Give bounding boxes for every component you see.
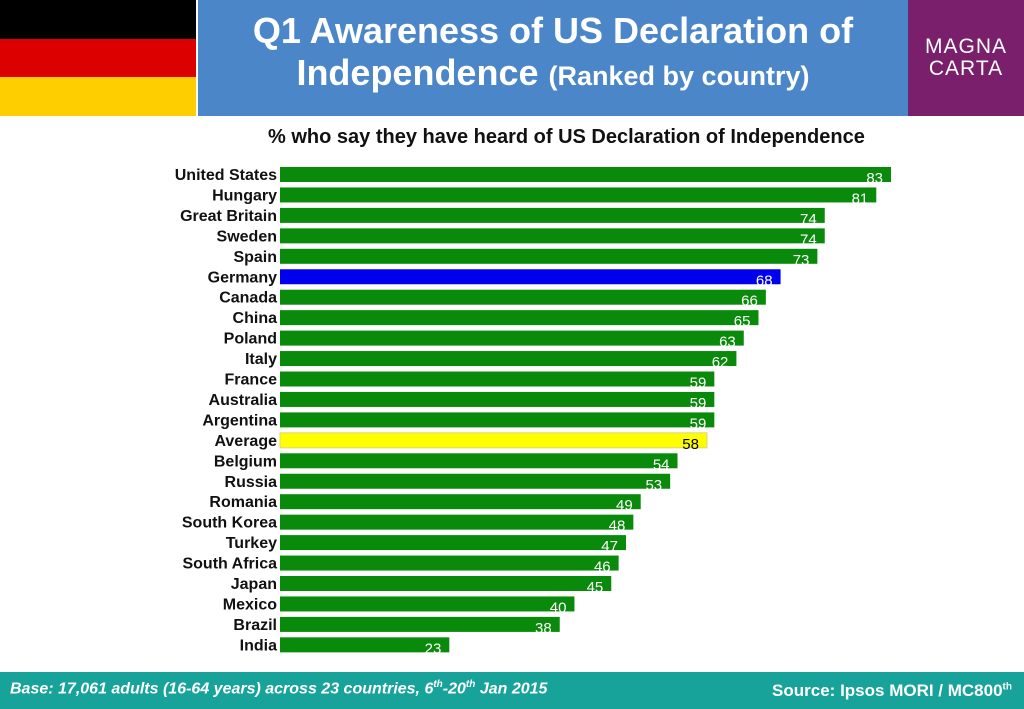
title-sub: (Ranked by country): [548, 61, 810, 91]
value-label: 63: [719, 334, 736, 351]
category-label: Germany: [208, 269, 277, 286]
value-label: 23: [425, 640, 442, 657]
bar: [279, 432, 708, 449]
value-label: 81: [852, 190, 869, 207]
value-label: 59: [690, 415, 707, 432]
base-sup-1: th: [433, 679, 443, 690]
base-note: Base: 17,061 adults (16-64 years) across…: [10, 679, 547, 698]
bar: [280, 494, 641, 510]
bar: [280, 453, 678, 469]
source-sup: th: [1002, 681, 1012, 693]
base-prefix: Base: 17,061 adults (16-64 years) across…: [10, 680, 434, 698]
chart-title: % who say they have heard of US Declarat…: [268, 126, 865, 148]
category-label: Russia: [225, 474, 278, 491]
title-line-2: Independence (Ranked by country): [198, 52, 908, 97]
value-label: 73: [793, 252, 810, 269]
value-label: 68: [756, 272, 773, 289]
category-label: China: [233, 310, 278, 327]
value-label: 62: [712, 354, 729, 371]
footer-bar: Base: 17,061 adults (16-64 years) across…: [0, 672, 1024, 709]
value-label: 38: [535, 620, 552, 637]
bar: [280, 167, 891, 182]
bar-chart: United States 83 Hungary 81 Great Britain 74 S…: [175, 167, 891, 657]
category-label: Hungary: [212, 187, 277, 204]
bar: [280, 310, 759, 326]
category-label: Turkey: [226, 535, 277, 552]
category-label: Mexico: [223, 596, 277, 613]
category-label: South Korea: [182, 515, 277, 532]
title-main: Independence: [296, 52, 539, 93]
category-label: Romania: [209, 494, 277, 511]
category-label: Brazil: [233, 617, 277, 634]
category-label: Average: [214, 433, 277, 450]
value-label: 58: [682, 436, 699, 453]
category-label: Australia: [209, 392, 278, 409]
value-label: 46: [594, 559, 611, 576]
value-label: 83: [866, 170, 883, 187]
bar: [280, 351, 737, 367]
bar: [280, 535, 626, 551]
title-banner: Q1 Awareness of US Declaration of Indepe…: [198, 0, 908, 116]
source-note: Source: Ipsos MORI / MC800th: [772, 681, 1012, 701]
value-label: 65: [734, 313, 751, 330]
value-label: 47: [601, 538, 618, 555]
category-label: Argentina: [202, 412, 277, 429]
bar: [280, 637, 450, 653]
bar: [280, 248, 818, 264]
title-line-1: Q1 Awareness of US Declaration of: [252, 10, 854, 51]
category-label: Great Britain: [180, 208, 277, 225]
bar: [280, 473, 671, 489]
value-label: 53: [645, 477, 662, 494]
value-label: 66: [741, 293, 758, 310]
bar: [280, 616, 560, 632]
germany-flag: [0, 0, 196, 116]
value-label: 59: [690, 395, 707, 412]
category-label: South Africa: [182, 556, 277, 573]
bar: [280, 330, 744, 346]
value-label: 40: [550, 599, 567, 616]
value-label: 54: [653, 456, 670, 473]
category-label: Belgium: [214, 453, 277, 470]
value-label: 74: [800, 211, 817, 228]
bar: [280, 555, 619, 571]
magna-carta-logo: MAGNA CARTA: [908, 0, 1024, 116]
bar: [280, 289, 766, 305]
category-label: Italy: [245, 351, 277, 368]
value-label: 59: [690, 375, 707, 392]
category-label: Sweden: [217, 228, 277, 245]
value-label: 48: [609, 518, 626, 535]
logo-line-2: CARTA: [928, 57, 1004, 80]
source-text: Source: Ipsos MORI / MC800: [772, 681, 1003, 700]
logo-line-1: MAGNA: [924, 35, 1007, 58]
category-label: France: [225, 372, 278, 389]
bar: [280, 391, 715, 407]
category-label: United States: [175, 167, 277, 184]
value-label: 45: [587, 579, 604, 596]
flag-stripe-gold: [0, 77, 196, 116]
bar: [280, 269, 781, 285]
bar: [280, 514, 634, 530]
base-suffix: Jan 2015: [475, 680, 548, 698]
value-label: 74: [800, 231, 817, 248]
bar: [280, 187, 877, 203]
base-sup-2: th: [465, 679, 476, 690]
bar: [280, 576, 612, 591]
bar: [280, 228, 825, 244]
category-label: Canada: [219, 290, 277, 307]
category-label: Spain: [233, 249, 277, 266]
value-label: 49: [616, 497, 633, 514]
base-mid: -20: [442, 680, 466, 698]
bar: [280, 596, 575, 612]
bar: [280, 207, 825, 223]
flag-stripe-black: [0, 0, 196, 39]
category-label: Poland: [224, 331, 277, 348]
flag-stripe-red: [0, 38, 196, 78]
bar: [280, 412, 715, 428]
bar: [280, 371, 715, 387]
category-label: India: [240, 637, 277, 654]
category-label: Japan: [231, 576, 277, 593]
